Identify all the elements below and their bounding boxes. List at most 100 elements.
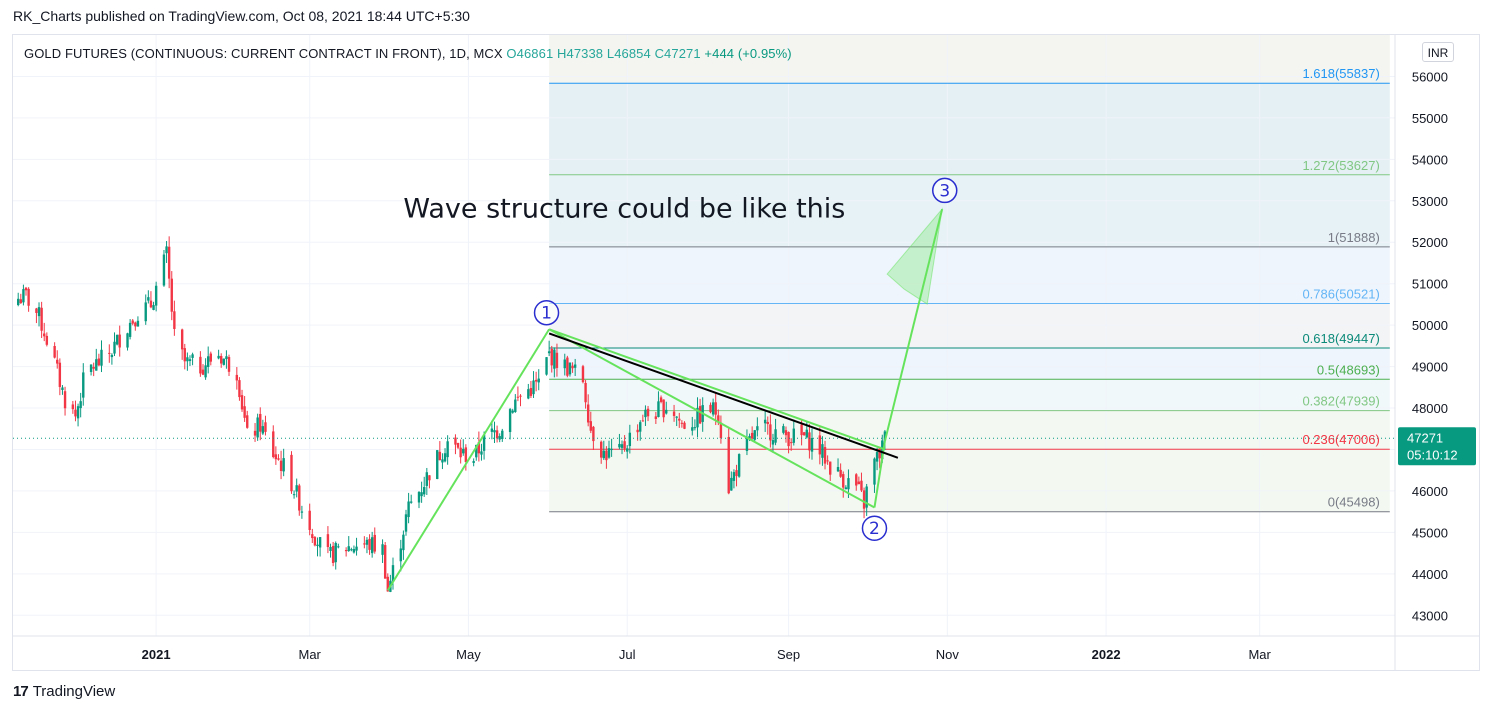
candle-body <box>857 481 861 485</box>
wave-label-circle-2 <box>861 515 888 541</box>
y-tick-label: 52000 <box>1412 235 1448 250</box>
candle-body <box>737 454 741 477</box>
candle-body <box>586 404 590 423</box>
candle-body <box>53 346 56 358</box>
candle-body <box>657 401 660 418</box>
wave3-arrowhead <box>886 207 943 305</box>
fib-zone-0.382 <box>549 410 1390 450</box>
candle-body <box>529 388 533 396</box>
candle-body <box>784 430 788 436</box>
x-tick-label: Sep <box>777 647 800 662</box>
fib-label-0.382: 0.382(47939) <box>1302 394 1379 409</box>
candle-body <box>654 416 658 419</box>
candle-body <box>875 452 879 462</box>
candle-body <box>126 333 129 348</box>
currency-badge[interactable]: INR <box>1422 42 1454 62</box>
footer-logo[interactable]: 17 TradingView <box>13 683 115 700</box>
candle-body <box>19 299 23 304</box>
fib-zone-0.786 <box>549 303 1390 349</box>
candle-body <box>844 487 848 490</box>
candle-body <box>782 426 785 433</box>
candle-body <box>605 450 608 461</box>
candle-body <box>206 356 210 367</box>
axes: 4300044000450004600047000480004900050000… <box>13 35 1480 671</box>
candle-body <box>282 458 285 472</box>
candle-body <box>756 426 759 431</box>
y-tick-label: 50000 <box>1412 318 1448 333</box>
candle-body <box>167 246 171 279</box>
candle-body <box>623 441 626 449</box>
candle-body <box>261 426 265 434</box>
change-value: +444 (+0.95%) <box>704 46 792 61</box>
fib-zone-1.272 <box>549 174 1390 247</box>
candle-body <box>534 379 538 382</box>
candle-body <box>425 472 429 486</box>
candle-body <box>516 396 520 398</box>
candle-body <box>227 357 231 372</box>
candle-body <box>272 431 275 458</box>
candle-body <box>417 492 421 503</box>
candle-body <box>225 356 228 360</box>
y-tick-label: 43000 <box>1412 608 1448 623</box>
candle-body <box>769 424 772 441</box>
candle-body <box>821 444 824 458</box>
candle-body <box>532 380 535 395</box>
x-tick-label: Mar <box>1248 647 1271 662</box>
low-value: L46854 <box>606 46 651 61</box>
candle-body <box>373 534 376 552</box>
footer-brand: TradingView <box>32 683 116 700</box>
candle-body <box>766 421 769 425</box>
candle-body <box>774 429 777 443</box>
candle-body <box>350 549 353 551</box>
candle-body <box>566 357 569 376</box>
candle-body <box>599 441 603 458</box>
candle-body <box>678 418 681 421</box>
x-tick-label: Nov <box>936 647 960 662</box>
fib-zone-top <box>549 35 1390 84</box>
candle-body <box>800 424 803 436</box>
candle-body <box>35 308 38 313</box>
candle-body <box>290 454 293 492</box>
candle-body <box>56 359 59 364</box>
candle-body <box>58 362 62 387</box>
candle-body <box>311 534 314 539</box>
candle-body <box>355 546 358 551</box>
candle-body <box>571 365 574 369</box>
candle-body <box>300 511 304 513</box>
candle-body <box>277 458 280 460</box>
last-price-tag <box>1398 427 1476 466</box>
fib-zone-1 <box>549 246 1390 304</box>
candle-body <box>259 413 262 432</box>
candle-body <box>498 436 501 440</box>
candle-body <box>74 409 77 417</box>
candle-body <box>537 378 540 383</box>
y-tick-label: 54000 <box>1412 152 1448 167</box>
candle-body <box>789 442 793 444</box>
candle-body <box>308 510 311 530</box>
candle-body <box>636 429 639 433</box>
candle-body <box>410 501 413 503</box>
candle-body <box>147 297 150 301</box>
y-tick-label: 45000 <box>1412 525 1448 540</box>
candle-body <box>144 302 147 322</box>
candle-body <box>607 448 611 458</box>
candle-body <box>693 427 697 429</box>
candle-body <box>173 311 176 329</box>
annotation-text: Wave structure could be like this <box>403 193 845 224</box>
candle-body <box>256 417 259 438</box>
trend-line <box>548 332 899 459</box>
open-value: O46861 <box>506 46 554 61</box>
candle-body <box>71 404 75 410</box>
candle-body <box>131 320 134 324</box>
candle-body <box>316 544 319 546</box>
candle-body <box>318 537 322 548</box>
candle-body <box>709 404 712 413</box>
candle-body <box>865 486 868 508</box>
candle-body <box>568 362 572 375</box>
candle-body <box>691 427 694 431</box>
fib-label-0.786: 0.786(50521) <box>1302 287 1379 302</box>
candle-body <box>847 478 850 490</box>
candle-body <box>17 298 20 306</box>
candle-body <box>110 354 114 358</box>
